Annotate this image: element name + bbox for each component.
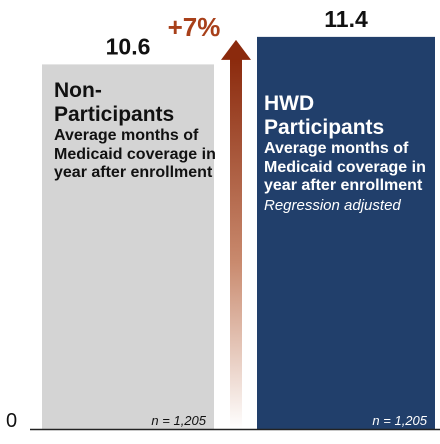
bar-text-non-participants: Non-Participants Average months of Medic… <box>54 79 216 182</box>
bar-title-hwd-participants: HWD Participants <box>264 92 385 140</box>
bar-description-non-participants: Average months of Medicaid coverage in y… <box>54 127 216 182</box>
sample-size-hwd-participants: n = 1,205 <box>372 413 427 428</box>
bar-non-participants <box>42 64 214 430</box>
difference-arrow-shaft <box>230 58 242 430</box>
value-label-non-participants: 10.6 <box>106 33 151 59</box>
difference-arrow-head <box>221 39 251 60</box>
value-label-hwd-participants: 11.4 <box>324 6 368 32</box>
bar-hwd-participants <box>257 36 435 430</box>
difference-label: +7% <box>168 12 221 42</box>
zero-label: 0 <box>6 410 17 432</box>
bar-description-hwd-participants: Average months of Medicaid coverage in y… <box>264 140 426 195</box>
bar-text-hwd-participants: HWD Participants Average months of Medic… <box>264 92 434 215</box>
bar-title-non-participants: Non-Participants <box>54 79 175 127</box>
sample-size-non-participants: n = 1,205 <box>151 413 206 428</box>
bar-note-hwd-participants: Regression adjusted <box>264 197 401 215</box>
